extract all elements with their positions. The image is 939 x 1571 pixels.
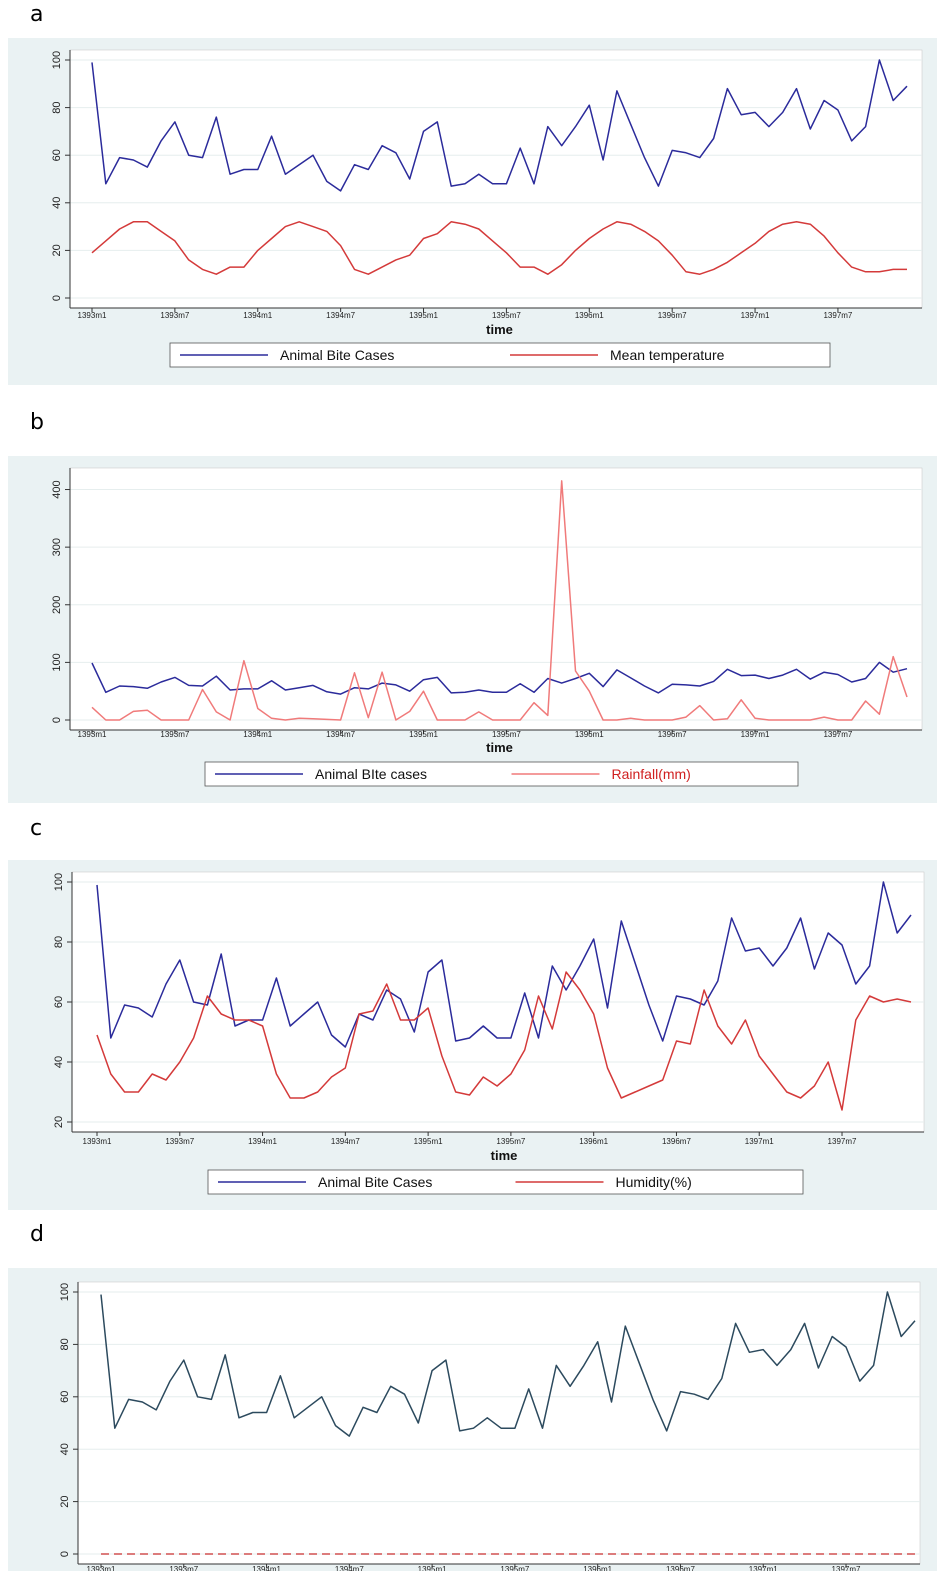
x-tick-label: 1393m1 (78, 311, 107, 320)
series-line-panel_d_line (100, 1291, 916, 1437)
y-tick-label: 100 (53, 873, 65, 891)
y-tick-label: 80 (53, 936, 65, 948)
x-tick-label: 1396m7 (658, 730, 687, 739)
x-tick-label: 1395m1 (409, 311, 438, 320)
panel-a-letter: a (30, 2, 44, 27)
y-tick-label: 40 (51, 197, 63, 209)
x-tick-label: 1393m7 (165, 1137, 194, 1146)
y-tick-label: 400 (51, 480, 63, 498)
x-tick-label: 1394m1 (243, 730, 272, 739)
y-tick-label: 0 (59, 1551, 71, 1557)
plot-area (69, 49, 923, 309)
x-tick-label: 1396m1 (583, 1565, 612, 1571)
x-tick-label: 1394m1 (243, 311, 272, 320)
chart-panel-a: 0 20 40 60 80 100 1393m1 1393m7 1394m1 1394m7 1395… (51, 49, 923, 368)
x-tick-label: 1397m1 (741, 311, 770, 320)
legend-label: Animal BIte cases (315, 766, 427, 782)
series-line-humidity (96, 971, 912, 1111)
y-tick-label: 40 (53, 1056, 65, 1068)
y-tick-label: 0 (51, 717, 63, 723)
x-tick-label: 1396m1 (575, 311, 604, 320)
x-tick-label: 1395m7 (492, 730, 521, 739)
y-tick-label: 100 (59, 1283, 71, 1301)
x-tick-label: 1397m1 (749, 1565, 778, 1571)
x-tick-label: 1394m7 (326, 730, 355, 739)
x-tick-label: 1394m1 (252, 1565, 281, 1571)
legend: Animal Bite Cases Humidity(%) (207, 1169, 804, 1195)
y-tick-label: 80 (59, 1338, 71, 1350)
legend-box (204, 761, 799, 787)
y-tick-label: 20 (51, 244, 63, 256)
x-axis-label: time (486, 322, 513, 337)
x-tick-label: 1396m1 (579, 1137, 608, 1146)
plot-area (77, 1281, 921, 1565)
series-line-mean-temperature (91, 221, 907, 275)
y-tick-label: 20 (59, 1495, 71, 1507)
chart-panel-b: 0 100 200 300 400 1393m1 1393m7 1394m1 1394m7 139… (51, 467, 923, 787)
x-tick-label: 1393m7 (160, 730, 189, 739)
panel-c-letter: c (30, 816, 43, 841)
y-tick-label: 60 (59, 1391, 71, 1403)
series-line-animal-bite-cases (91, 661, 908, 695)
plot-area (69, 467, 923, 731)
x-tick-label: 1395m1 (409, 730, 438, 739)
panel-b-letter: b (30, 410, 44, 435)
y-tick-label: 60 (53, 996, 65, 1008)
y-tick-label: 200 (51, 596, 63, 614)
series-line-animal-bite-cases (91, 59, 908, 192)
y-tick-label: 40 (59, 1443, 71, 1455)
x-tick-label: 1397m7 (823, 311, 852, 320)
x-tick-label: 1394m7 (335, 1565, 364, 1571)
x-axis-label: time (491, 1148, 518, 1163)
y-tick-label: 0 (51, 295, 63, 301)
x-tick-label: 1393m7 (169, 1565, 198, 1571)
x-tick-label: 1396m7 (662, 1137, 691, 1146)
legend: Animal BIte cases Rainfall(mm) (204, 761, 799, 787)
legend-box (207, 1169, 804, 1195)
y-tick-label: 300 (51, 538, 63, 556)
x-tick-label: 1393m1 (87, 1565, 116, 1571)
x-tick-label: 1396m7 (658, 311, 687, 320)
x-tick-label: 1393m1 (83, 1137, 112, 1146)
x-tick-label: 1397m1 (741, 730, 770, 739)
legend-box (169, 342, 831, 368)
x-tick-label: 1394m1 (248, 1137, 277, 1146)
legend-label: Animal Bite Cases (318, 1174, 432, 1190)
x-tick-label: 1397m7 (832, 1565, 861, 1571)
x-tick-label: 1394m7 (331, 1137, 360, 1146)
x-tick-label: 1393m1 (78, 730, 107, 739)
y-tick-label: 80 (51, 101, 63, 113)
x-tick-label: 1395m7 (500, 1565, 529, 1571)
x-tick-label: 1397m7 (823, 730, 852, 739)
y-tick-label: 100 (51, 653, 63, 671)
legend-label: Rainfall(mm) (612, 766, 691, 782)
y-tick-label: 60 (51, 149, 63, 161)
x-axis-label: time (486, 740, 513, 755)
chart-panel-d: 0 20 40 60 80 100 1393m1 1393m7 1394m1 1394m7 1395… (59, 1281, 921, 1571)
x-tick-label: 1397m1 (745, 1137, 774, 1146)
legend: Animal Bite Cases Mean temperature (169, 342, 831, 368)
legend-label: Humidity(%) (616, 1174, 692, 1190)
x-tick-label: 1396m1 (575, 730, 604, 739)
series-line-animal-bite-cases (96, 881, 912, 1048)
legend-label: Mean temperature (610, 347, 725, 363)
panel-d-letter: d (30, 1222, 44, 1247)
y-tick-label: 100 (51, 51, 63, 69)
x-tick-label: 1394m7 (326, 311, 355, 320)
x-tick-label: 1395m1 (418, 1565, 447, 1571)
x-tick-label: 1393m7 (160, 311, 189, 320)
x-tick-label: 1397m7 (828, 1137, 857, 1146)
legend-label: Animal Bite Cases (280, 347, 394, 363)
y-tick-label: 20 (53, 1116, 65, 1128)
x-tick-label: 1396m7 (666, 1565, 695, 1571)
x-tick-label: 1395m7 (496, 1137, 525, 1146)
series-line-rainfall-mm (91, 480, 908, 721)
chart-panel-c: 20 40 60 80 100 1393m1 1393m7 1394m1 1394m7 1395m… (53, 871, 925, 1195)
x-tick-label: 1395m7 (492, 311, 521, 320)
x-tick-label: 1395m1 (414, 1137, 443, 1146)
